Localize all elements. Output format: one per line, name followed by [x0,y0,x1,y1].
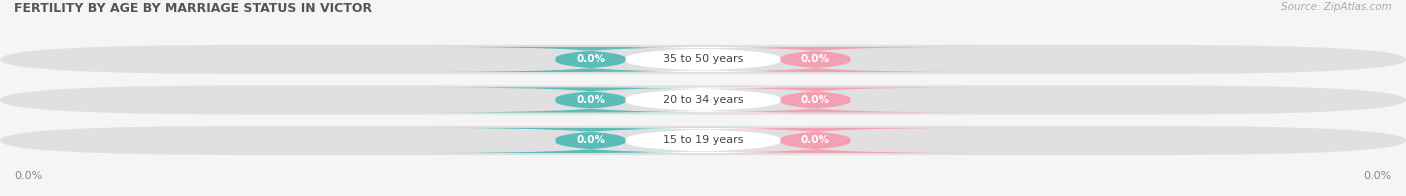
Text: 35 to 50 years: 35 to 50 years [662,54,744,64]
FancyBboxPatch shape [583,87,823,113]
FancyBboxPatch shape [0,45,1406,74]
FancyBboxPatch shape [429,128,752,153]
Text: 0.0%: 0.0% [801,54,830,64]
FancyBboxPatch shape [429,47,752,72]
FancyBboxPatch shape [583,47,823,72]
Text: Source: ZipAtlas.com: Source: ZipAtlas.com [1281,2,1392,12]
Text: 20 to 34 years: 20 to 34 years [662,95,744,105]
Text: 0.0%: 0.0% [801,95,830,105]
Text: 0.0%: 0.0% [576,135,605,145]
FancyBboxPatch shape [654,87,977,113]
FancyBboxPatch shape [654,128,977,153]
FancyBboxPatch shape [583,128,823,153]
Text: 0.0%: 0.0% [576,95,605,105]
FancyBboxPatch shape [654,47,977,72]
FancyBboxPatch shape [429,87,752,113]
Text: 15 to 19 years: 15 to 19 years [662,135,744,145]
Text: 0.0%: 0.0% [14,171,42,181]
Text: 0.0%: 0.0% [1364,171,1392,181]
Text: FERTILITY BY AGE BY MARRIAGE STATUS IN VICTOR: FERTILITY BY AGE BY MARRIAGE STATUS IN V… [14,2,373,15]
FancyBboxPatch shape [0,126,1406,155]
FancyBboxPatch shape [0,85,1406,114]
Text: 0.0%: 0.0% [801,135,830,145]
Text: 0.0%: 0.0% [576,54,605,64]
